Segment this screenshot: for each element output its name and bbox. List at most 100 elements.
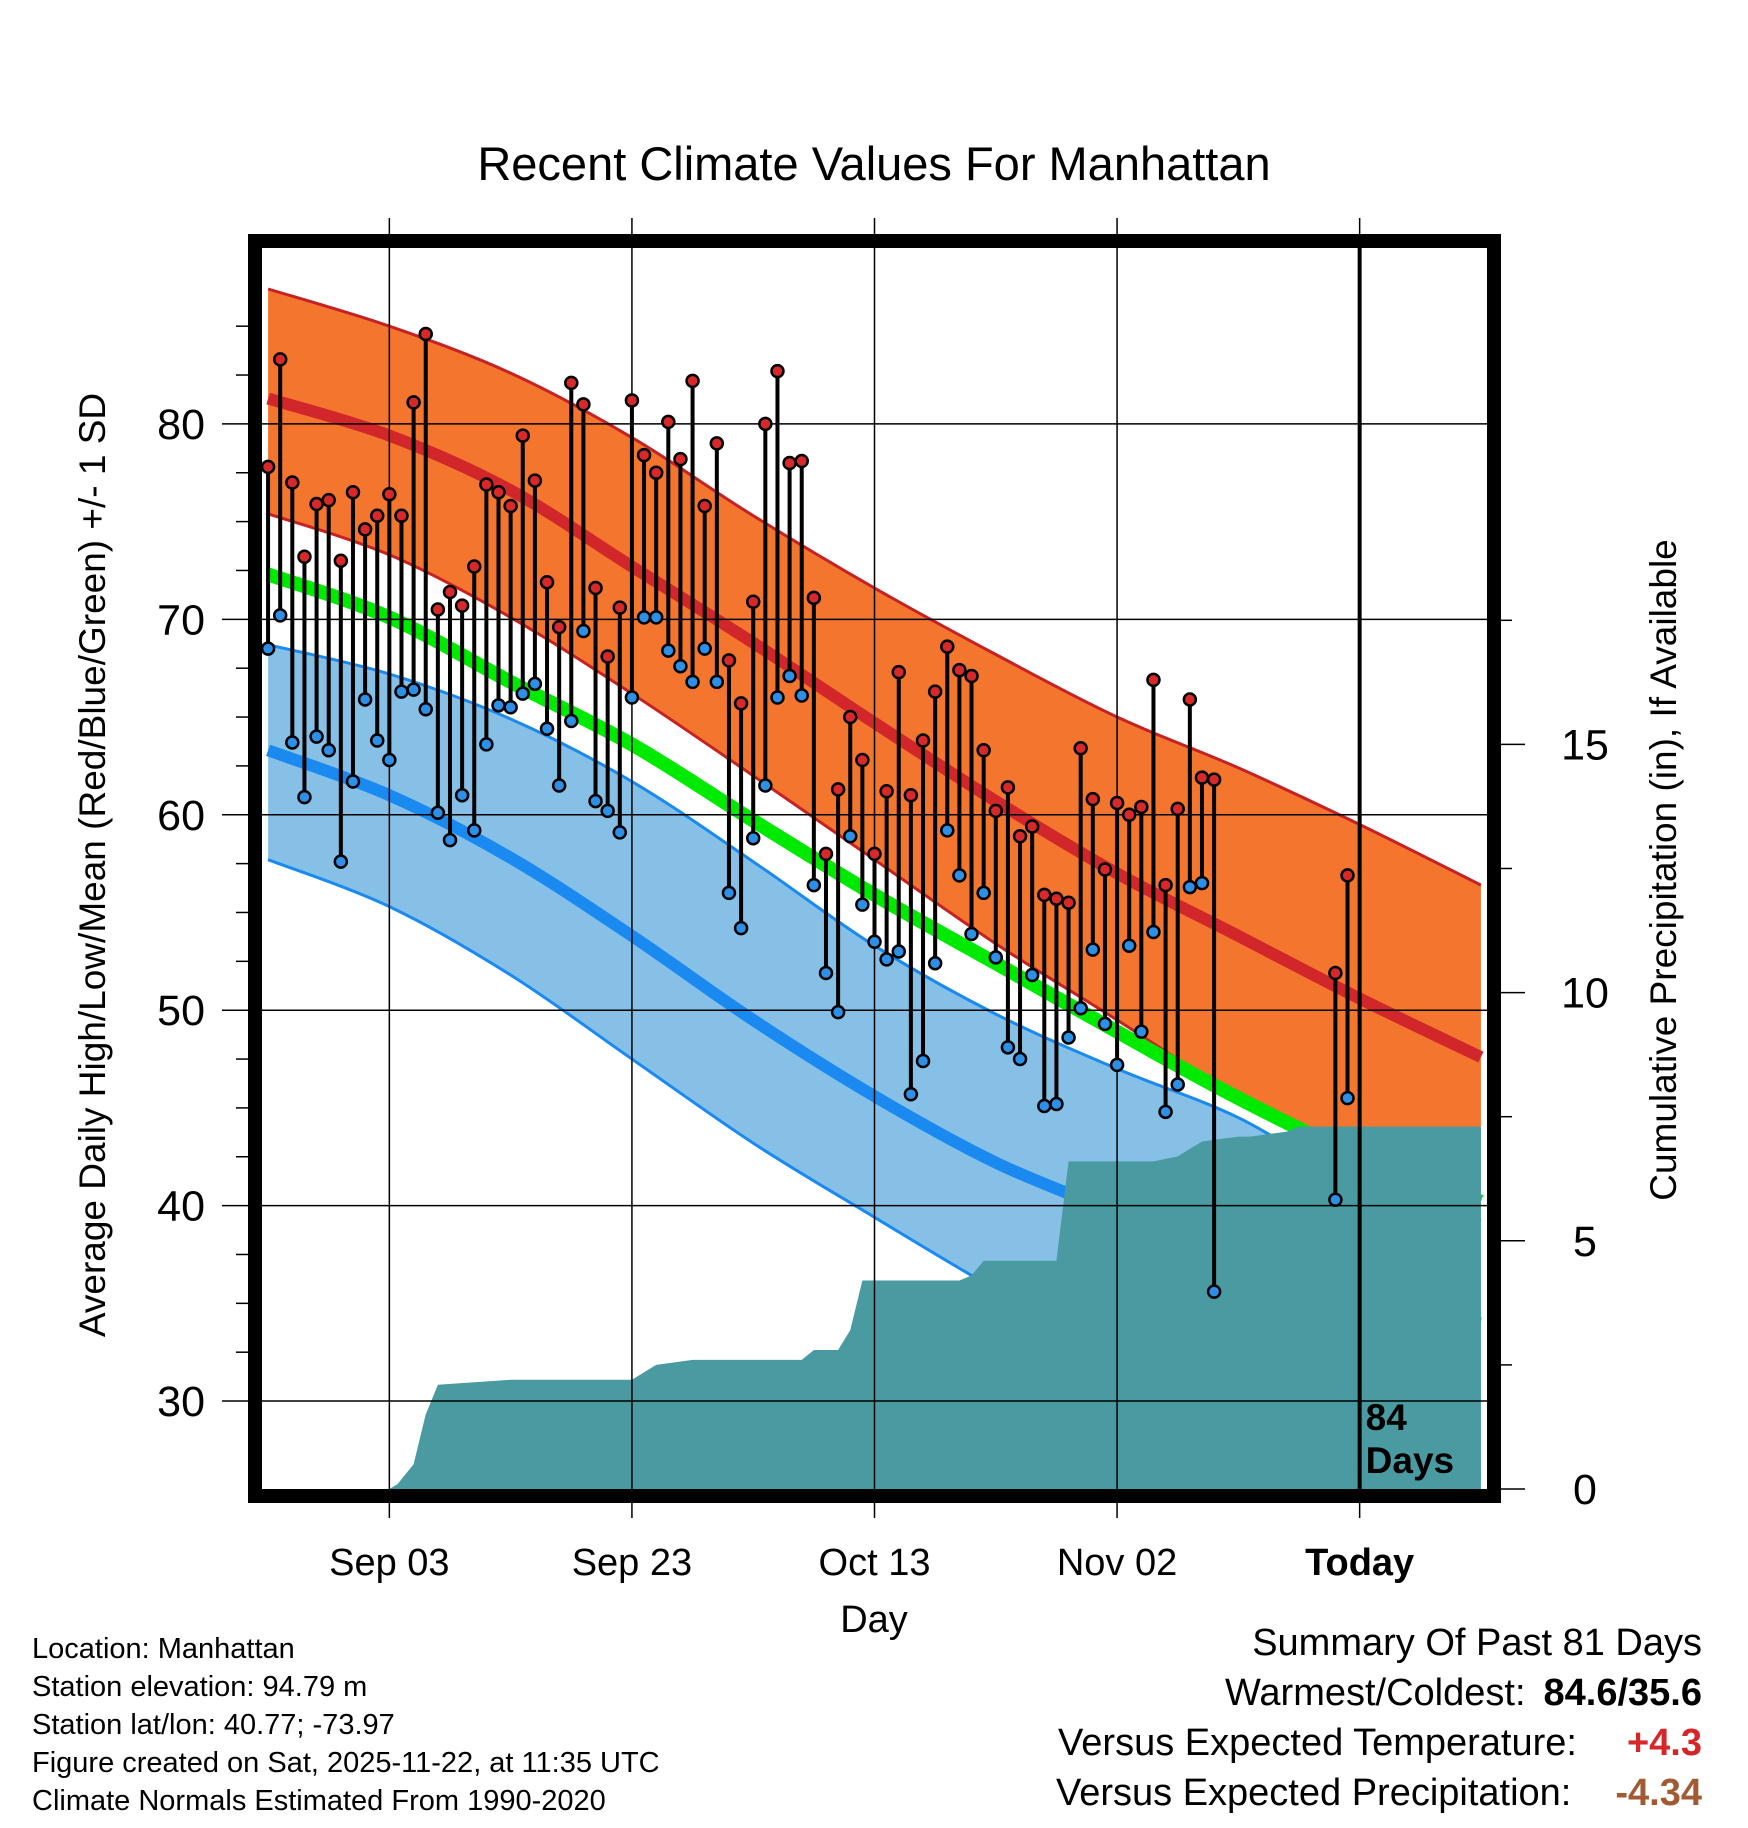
obs-low-point bbox=[927, 956, 943, 971]
obs-high-point bbox=[745, 594, 761, 609]
summary-temp-label: Versus Expected Temperature: bbox=[1058, 1722, 1577, 1764]
obs-high-point bbox=[551, 619, 567, 635]
obs-high-point bbox=[527, 473, 543, 488]
obs-low-point bbox=[1049, 1096, 1064, 1112]
obs-low-point bbox=[1194, 875, 1210, 891]
obs-high-point bbox=[369, 508, 385, 523]
obs-high-point bbox=[976, 743, 991, 758]
obs-high-point bbox=[1134, 799, 1149, 815]
obs-low-point bbox=[1109, 1057, 1125, 1073]
axis-labels: Sep 03 Sep 23 Oct 13 Nov 02 Today30405060708… bbox=[157, 401, 1609, 1584]
obs-low-point bbox=[600, 803, 615, 819]
obs-high-point bbox=[721, 653, 737, 668]
today-days-label: Days bbox=[1366, 1440, 1454, 1481]
obs-high-point bbox=[1085, 791, 1101, 807]
obs-low-point bbox=[1182, 879, 1198, 895]
obs-high-point bbox=[418, 326, 433, 342]
obs-low-point bbox=[1146, 924, 1161, 940]
obs-high-point bbox=[964, 668, 979, 684]
obs-low-point bbox=[1328, 1192, 1343, 1208]
summary-warmest-value: 84.6/35.6 bbox=[1543, 1672, 1702, 1714]
obs-high-point bbox=[454, 598, 470, 613]
obs-low-point bbox=[685, 674, 700, 690]
today-days-number: 84 bbox=[1366, 1397, 1408, 1438]
obs-low-point bbox=[952, 868, 967, 883]
obs-low-point bbox=[430, 805, 446, 821]
obs-high-point bbox=[564, 375, 579, 391]
obs-high-point bbox=[758, 416, 773, 432]
obs-high-point bbox=[406, 395, 421, 410]
obs-low-point bbox=[915, 1053, 931, 1069]
obs-low-point bbox=[262, 641, 276, 656]
x-tick-label: Sep 03 bbox=[329, 1542, 449, 1584]
obs-high-point bbox=[491, 485, 506, 500]
obs-high-point bbox=[297, 549, 312, 565]
plot-area: 84 Days bbox=[262, 248, 1487, 1489]
obs-low-point bbox=[479, 737, 494, 752]
obs-high-point bbox=[661, 414, 676, 430]
y2-tick-label: 10 bbox=[1561, 970, 1609, 1018]
obs-high-point bbox=[673, 451, 688, 467]
obs-low-point bbox=[369, 733, 385, 748]
obs-high-point bbox=[1340, 868, 1355, 883]
info-elevation: Station elevation: 94.79 m bbox=[32, 1671, 368, 1703]
obs-low-point bbox=[648, 610, 664, 625]
obs-high-point bbox=[1000, 780, 1016, 795]
obs-low-point bbox=[467, 823, 482, 838]
y-tick-label: 60 bbox=[157, 792, 205, 840]
obs-high-point bbox=[1170, 801, 1185, 817]
summary-temp-value: +4.3 bbox=[1626, 1722, 1702, 1764]
obs-high-point bbox=[1158, 877, 1173, 893]
obs-high-point bbox=[879, 784, 894, 799]
obs-high-point bbox=[467, 559, 482, 574]
obs-high-point bbox=[903, 787, 919, 803]
plot-frame bbox=[248, 234, 1501, 1503]
obs-low-point bbox=[1206, 1284, 1222, 1299]
summary-precip-value: -4.34 bbox=[1615, 1772, 1702, 1814]
y2-axis-label: Cumulative Precipitation (in), If Availa… bbox=[1643, 539, 1684, 1201]
obs-high-point bbox=[842, 709, 858, 725]
obs-low-point bbox=[491, 698, 506, 713]
obs-low-point bbox=[321, 743, 336, 758]
info-created: Figure created on Sat, 2025-11-22, at 11… bbox=[32, 1747, 660, 1779]
obs-high-point bbox=[1182, 692, 1198, 707]
obs-high-point bbox=[309, 496, 324, 512]
obs-high-point bbox=[588, 580, 603, 596]
obs-low-point bbox=[442, 832, 458, 848]
obs-low-point bbox=[1012, 1051, 1028, 1067]
obs-high-point bbox=[479, 477, 494, 492]
obs-low-point bbox=[733, 920, 749, 936]
obs-high-point bbox=[697, 498, 712, 514]
obs-low-point bbox=[285, 735, 300, 750]
y2-tick-label: 5 bbox=[1573, 1218, 1597, 1266]
y-axis-label: Average Daily High/Low/Mean (Red/Blue/Gr… bbox=[72, 393, 113, 1337]
obs-low-point bbox=[382, 752, 397, 768]
y-tick-label: 70 bbox=[157, 596, 205, 644]
obs-high-point bbox=[1146, 672, 1161, 688]
obs-high-point bbox=[624, 393, 640, 408]
info-latlon: Station lat/lon: 40.77; -73.97 bbox=[32, 1709, 395, 1741]
x-tick-label: Today bbox=[1305, 1542, 1414, 1584]
obs-low-point bbox=[1000, 1040, 1016, 1055]
obs-low-point bbox=[1340, 1090, 1355, 1106]
obs-high-point bbox=[357, 522, 373, 537]
obs-high-point bbox=[891, 664, 907, 680]
obs-high-point bbox=[321, 492, 336, 508]
obs-high-point bbox=[612, 600, 628, 615]
y-tick-label: 80 bbox=[157, 401, 205, 449]
obs-low-point bbox=[830, 1004, 846, 1020]
obs-low-point bbox=[1073, 1000, 1088, 1016]
observations bbox=[262, 326, 1355, 1299]
obs-low-point bbox=[564, 713, 579, 729]
summary-precip-label: Versus Expected Precipitation: bbox=[1055, 1772, 1572, 1814]
obs-high-point bbox=[515, 428, 531, 443]
obs-high-point bbox=[855, 752, 870, 768]
obs-high-point bbox=[600, 649, 615, 664]
x-tick-label: Nov 02 bbox=[1057, 1542, 1177, 1584]
obs-low-point bbox=[855, 897, 870, 912]
obs-low-point bbox=[612, 825, 628, 840]
obs-high-point bbox=[430, 602, 446, 617]
obs-high-point bbox=[709, 436, 725, 451]
obs-low-point bbox=[661, 643, 676, 658]
